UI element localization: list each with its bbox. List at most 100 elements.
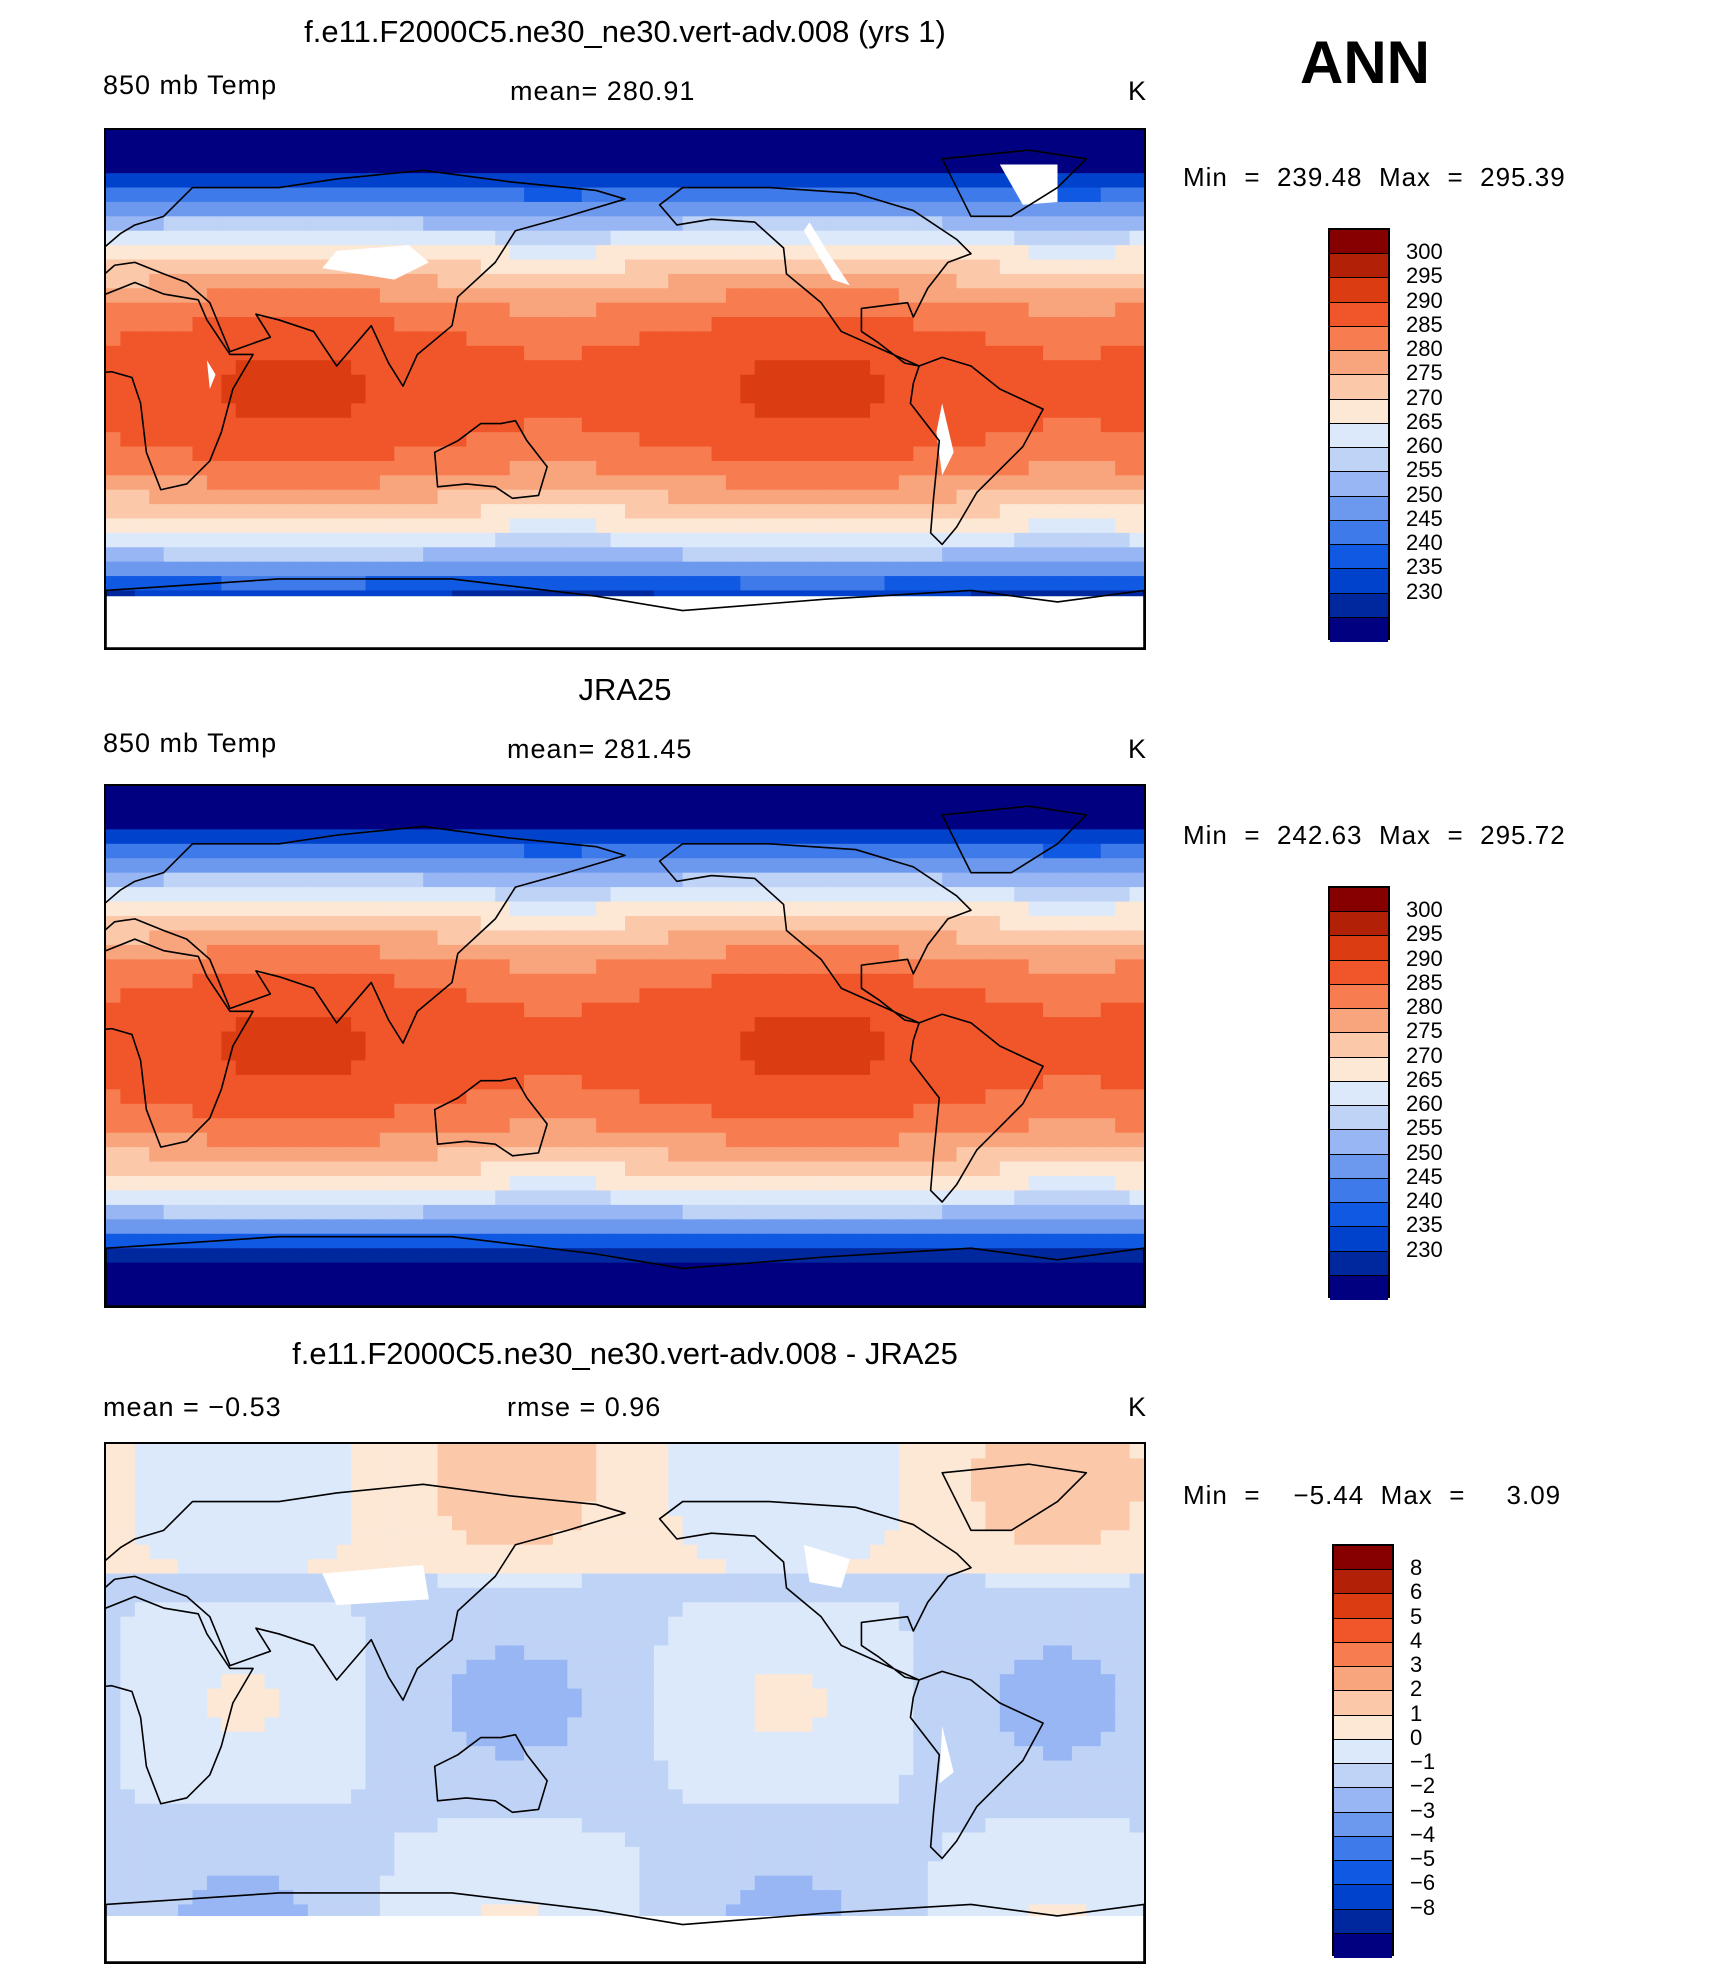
field-cell (682, 504, 698, 520)
field-cell (307, 814, 323, 830)
field-cell (1057, 786, 1073, 802)
colorbar-tick-label: 235 (1406, 554, 1443, 580)
field-cell (956, 475, 972, 491)
field-cell (913, 389, 929, 404)
field-cell (668, 245, 684, 261)
field-cell (264, 561, 280, 577)
field-cell (697, 1103, 713, 1119)
field-cell (913, 1074, 929, 1090)
field-cell (581, 1176, 597, 1192)
field-cell (639, 345, 655, 361)
field-cell (639, 158, 655, 174)
field-cell (538, 1147, 554, 1163)
field-cell (423, 973, 439, 989)
field-cell (610, 930, 626, 946)
field-cell (365, 288, 381, 304)
field-cell (394, 1046, 410, 1062)
field-cell (120, 944, 136, 960)
field-cell (1129, 1132, 1144, 1148)
field-cell (1043, 944, 1059, 960)
field-cell (1014, 1161, 1030, 1177)
field-cell (956, 1103, 972, 1119)
field-cell (1057, 317, 1073, 333)
field-cell (1071, 1103, 1087, 1119)
field-cell (870, 230, 886, 246)
field-cell (668, 1031, 684, 1047)
field-cell (639, 1017, 655, 1033)
field-cell (1014, 259, 1030, 275)
field-cell (567, 460, 583, 476)
field-cell (106, 547, 122, 563)
field-cell (1014, 1031, 1030, 1047)
field-cell (740, 403, 756, 419)
field-cell (711, 273, 727, 289)
field-cell (1028, 576, 1044, 592)
field-cell (307, 959, 323, 975)
field-cell (1100, 489, 1116, 505)
field-cell (322, 446, 338, 462)
field-cell (480, 1118, 496, 1134)
field-cell (394, 158, 410, 174)
field-cell (697, 374, 713, 390)
field-cell (351, 800, 367, 816)
field-cell (999, 475, 1015, 491)
field-cell (1071, 446, 1087, 462)
field-cell (625, 345, 641, 361)
field-cell (106, 1147, 122, 1163)
field-cell (884, 988, 900, 1004)
field-cell (1115, 1190, 1131, 1206)
field-cell (783, 302, 799, 318)
field-cell (1086, 345, 1102, 361)
field-cell (1115, 944, 1131, 960)
field-cell (379, 1248, 395, 1264)
field-cell (423, 1161, 439, 1177)
field-cell (466, 959, 482, 975)
field-cell (1129, 216, 1144, 232)
field-cell (884, 930, 900, 946)
field-cell (999, 259, 1015, 275)
field-cell (610, 1046, 626, 1062)
field-cell (351, 1031, 367, 1047)
field-cell (682, 489, 698, 505)
field-cell (927, 800, 943, 816)
field-cell (812, 1233, 828, 1249)
field-cell (379, 1017, 395, 1033)
field-cell (552, 201, 568, 217)
field-cell (826, 374, 842, 390)
field-cell (206, 1204, 222, 1220)
field-cell (408, 144, 424, 160)
field-cell (653, 901, 669, 917)
field-cell (971, 403, 987, 419)
field-cell (509, 317, 525, 333)
field-cell (163, 1017, 179, 1033)
field-cell (538, 988, 554, 1004)
field-cell (567, 1060, 583, 1076)
field-cell (408, 547, 424, 563)
field-cell (379, 389, 395, 404)
field-cell (235, 417, 251, 433)
field-cell (639, 374, 655, 390)
field-cell (812, 475, 828, 491)
field-cell (538, 1248, 554, 1264)
field-cell (235, 518, 251, 534)
field-cell (235, 973, 251, 989)
field-cell (279, 259, 295, 275)
field-cell (365, 1046, 381, 1062)
field-cell (596, 345, 612, 361)
field-cell (437, 273, 453, 289)
field-cell (480, 417, 496, 433)
field-cell (1057, 1147, 1073, 1163)
field-cell (307, 973, 323, 989)
field-cell (985, 331, 1001, 347)
field-cell (1100, 201, 1116, 217)
field-cell (538, 504, 554, 520)
field-cell (394, 1017, 410, 1033)
field-cell (250, 273, 266, 289)
field-cell (120, 130, 136, 145)
field-cell (1028, 1118, 1044, 1134)
field-cell (596, 446, 612, 462)
field-cell (639, 331, 655, 347)
field-cell (1100, 1219, 1116, 1235)
field-cell (379, 331, 395, 347)
field-cell (279, 1204, 295, 1220)
